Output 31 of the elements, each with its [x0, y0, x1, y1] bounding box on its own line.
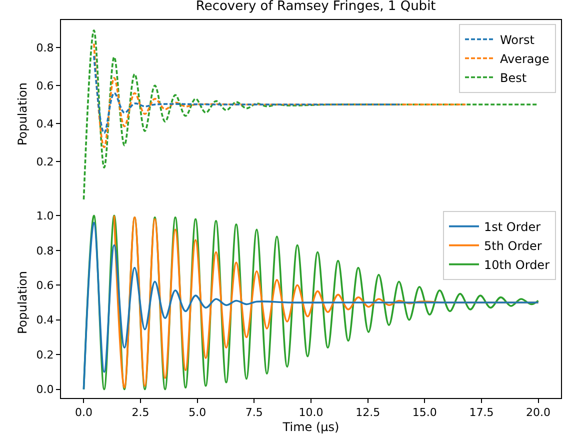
y-tick-label: 0.4 [36, 314, 54, 327]
x-tick-label: 0.0 [74, 406, 92, 420]
legend-label: Average [500, 52, 550, 66]
y-tick-label: 0.2 [36, 348, 54, 362]
x-tick-label: 12.5 [356, 406, 380, 420]
legend-label: Worst [500, 32, 535, 47]
x-tick-label: 15.0 [412, 406, 437, 420]
x-tick-label: 20.0 [526, 406, 551, 420]
legend-label: 10th Order [484, 258, 550, 272]
legend-label: 1st Order [484, 220, 541, 234]
x-tick-label: 7.5 [245, 406, 263, 420]
y-tick-label: 0.4 [36, 117, 54, 130]
legend-label: Best [500, 70, 527, 85]
y-tick-label: 0.6 [36, 278, 54, 292]
y-tick-label: 0.6 [36, 79, 54, 92]
line-series [93, 42, 466, 148]
x-tick-label: 10.0 [298, 406, 324, 420]
line-series [93, 55, 401, 134]
x-tick-label: 2.5 [132, 406, 150, 420]
y-tick-label: 0.2 [36, 155, 54, 168]
legend-label: 5th Order [484, 239, 542, 253]
y-tick-label: 0.8 [36, 244, 54, 258]
chart-title: Recovery of Ramsey Fringes, 1 Qubit [196, 0, 436, 14]
x-axis-title: Time (μs) [282, 420, 340, 434]
y-axis-title: Population [16, 82, 30, 146]
y-tick-label: 0.0 [36, 383, 54, 396]
y-tick-label: 1.0 [36, 210, 54, 223]
y-axis-title: Population [16, 270, 30, 334]
y-tick-label: 0.8 [36, 41, 54, 54]
x-tick-label: 17.5 [469, 406, 494, 420]
x-tick-label: 5.0 [188, 406, 206, 420]
